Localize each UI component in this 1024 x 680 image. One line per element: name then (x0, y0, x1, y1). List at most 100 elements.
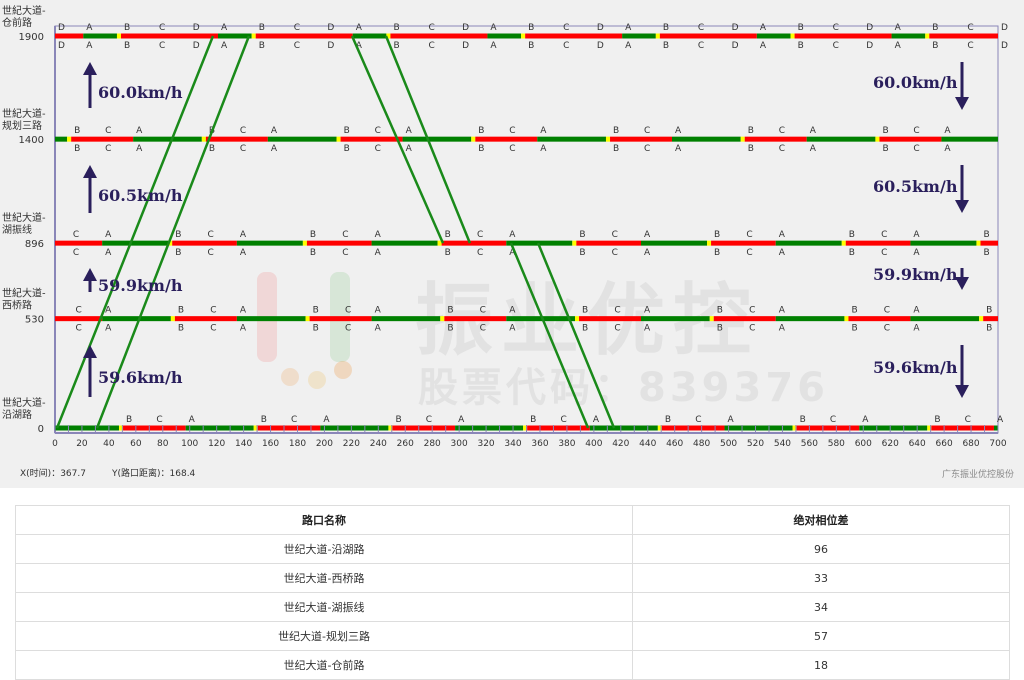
phase-label: A (375, 324, 382, 334)
phase-label: A (997, 415, 1004, 425)
phase-label: B (445, 230, 451, 240)
yellow-phase (118, 425, 124, 431)
phase-label: B (983, 248, 989, 258)
x-tick-label: 500 (720, 439, 737, 449)
phase-label: A (862, 415, 869, 425)
red-phase (392, 425, 456, 431)
phase-label: A (240, 230, 247, 240)
phase-label: D (462, 23, 469, 33)
phase-label: A (540, 126, 547, 136)
red-phase (527, 425, 590, 431)
phase-label: C (509, 144, 515, 154)
phase-offset: 18 (632, 650, 1010, 680)
phase-label: C (833, 41, 839, 51)
phase-label: B (478, 144, 484, 154)
phase-label: B (882, 144, 888, 154)
plot-frame (54, 25, 999, 434)
x-tick-label: 120 (208, 439, 225, 449)
green-phase (371, 316, 441, 322)
up-arrow-icon (83, 345, 97, 358)
phase-label: B (986, 306, 992, 316)
table-row: 世纪大道-湖振线 34 (14, 592, 1010, 622)
phase-label: C (345, 306, 351, 316)
phase-label: B (395, 415, 401, 425)
distance-label: 1900 (19, 32, 44, 43)
green-phase (487, 33, 522, 39)
phase-label: A (271, 126, 278, 136)
phase-label: B (393, 23, 399, 33)
speed-label-up: 59.9km/h (98, 276, 183, 295)
distance-label: 896 (25, 239, 44, 250)
phase-label: C (881, 248, 887, 258)
phase-label: B (344, 144, 350, 154)
phase-label: B (663, 23, 669, 33)
phase-label: B (445, 248, 451, 258)
intersection-name: 世纪大道-西桥路 (14, 563, 634, 593)
phase-label: B (447, 306, 453, 316)
phase-label: B (175, 230, 181, 240)
red-phase (713, 316, 776, 322)
phase-label: A (895, 41, 902, 51)
phase-label: B (851, 324, 857, 334)
phase-label: D (866, 23, 873, 33)
red-phase (659, 33, 757, 39)
yellow-phase (170, 316, 175, 322)
phase-label: A (913, 324, 920, 334)
red-phase (796, 425, 860, 431)
green-phase (455, 425, 524, 431)
phase-label: C (159, 23, 165, 33)
x-tick-label: 480 (693, 439, 710, 449)
phase-label: C (240, 144, 246, 154)
phase-label: D (597, 41, 604, 51)
phase-label: B (478, 126, 484, 136)
red-phase (475, 136, 538, 142)
phase-label: A (105, 306, 112, 316)
green-band-line (55, 35, 215, 429)
red-phase (983, 316, 998, 322)
speed-label-down: 60.0km/h (873, 73, 958, 92)
x-tick-label: 300 (451, 439, 468, 449)
phase-label: A (728, 415, 735, 425)
plot[interactable]: DDBBCCDDAABBCCDDAABBCCDDAABBCCDDAABBCCDD… (0, 0, 1024, 460)
phase-label: B (528, 23, 534, 33)
phase-label: A (810, 144, 817, 154)
x-tick-label: 20 (76, 439, 88, 449)
red-phase (121, 33, 219, 39)
phase-label: C (477, 230, 483, 240)
phase-label: A (406, 144, 413, 154)
phase-label: C (563, 41, 569, 51)
intersection-label: 世紀大道- (2, 211, 46, 224)
phase-label: B (613, 144, 619, 154)
red-phase (55, 33, 84, 39)
phase-label: C (291, 415, 297, 425)
yellow-phase (574, 316, 580, 322)
x-tick-label: 620 (882, 439, 899, 449)
red-phase (123, 425, 186, 431)
green-phase (55, 425, 119, 431)
phase-label: C (749, 324, 755, 334)
red-phase (525, 33, 623, 39)
x-tick-label: 660 (936, 439, 953, 449)
phase-label: B (528, 41, 534, 51)
table-row: 世纪大道-仓前路 18 (14, 650, 1010, 680)
phase-label: D (1001, 41, 1008, 51)
red-phase (205, 136, 268, 142)
intersection-label: 湖振线 (2, 223, 32, 236)
red-phase (610, 136, 672, 142)
phase-label: A (895, 23, 902, 33)
phase-label: B (530, 415, 536, 425)
phase-label: A (593, 415, 600, 425)
phase-label: C (477, 248, 483, 258)
phase-label: A (240, 306, 247, 316)
x-tick-label: 0 (52, 439, 58, 449)
green-phase (102, 240, 169, 246)
phase-offset: 33 (632, 563, 1010, 593)
x-tick-label: 580 (828, 439, 845, 449)
red-phase (309, 316, 372, 322)
phase-label: B (124, 23, 130, 33)
phase-label: A (406, 126, 413, 136)
phase-label: C (563, 23, 569, 33)
red-phase (71, 136, 134, 142)
phase-label: D (732, 41, 739, 51)
